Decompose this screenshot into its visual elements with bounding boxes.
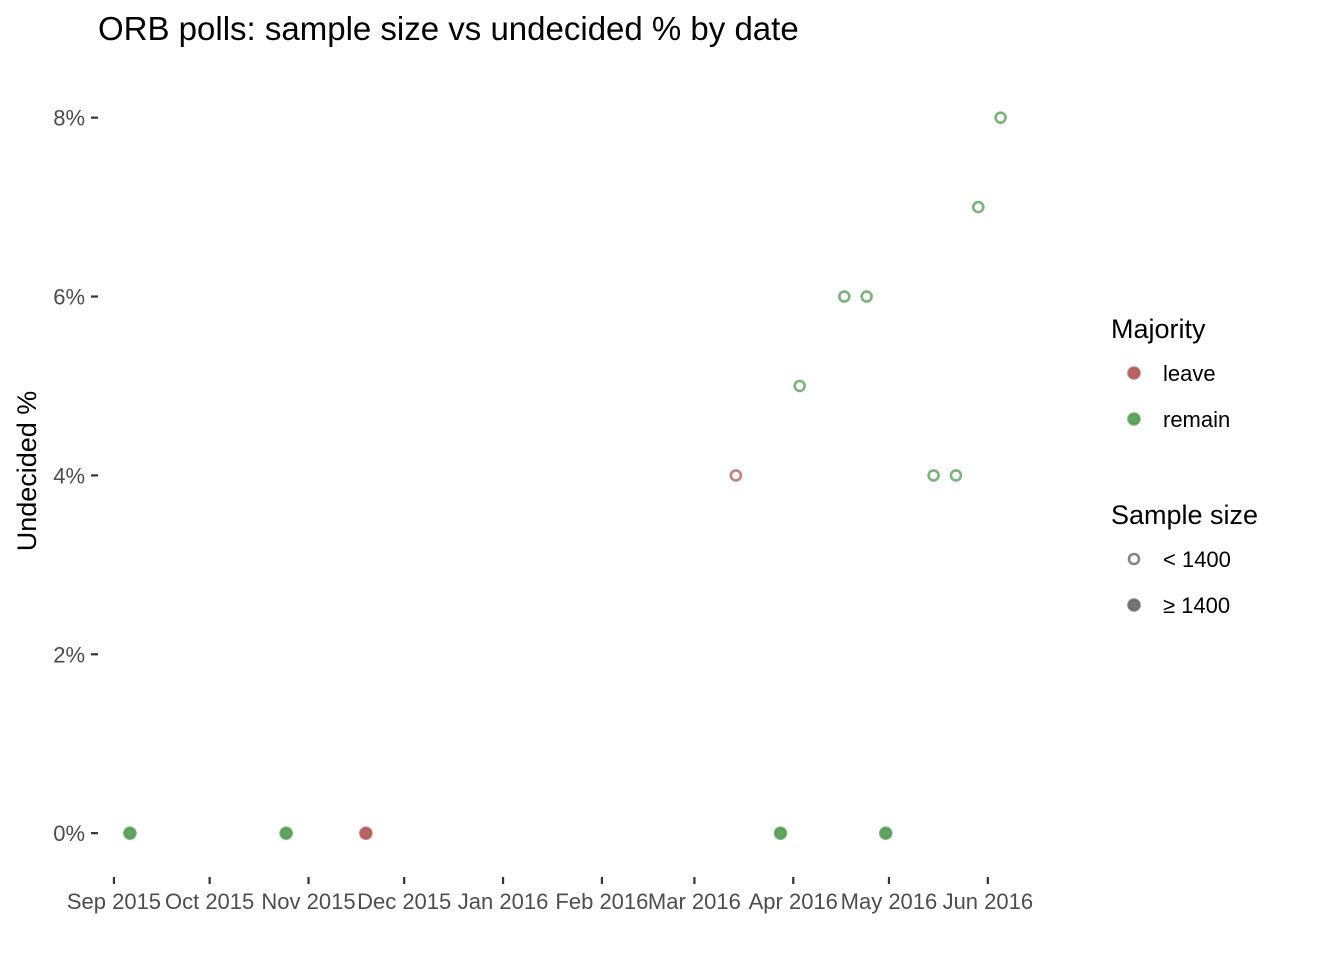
legend-key-remain bbox=[1127, 412, 1141, 426]
x-tick-label: Jun 2016 bbox=[943, 889, 1034, 914]
data-point-remain bbox=[860, 290, 873, 303]
y-tick-label: 8% bbox=[53, 106, 85, 131]
legend-majority-title: Majority bbox=[1111, 314, 1206, 344]
data-point-leave bbox=[359, 826, 373, 840]
data-point-remain bbox=[927, 469, 940, 482]
data-point-remain bbox=[279, 826, 293, 840]
data-point-remain bbox=[971, 200, 985, 214]
data-point-remain bbox=[949, 469, 963, 482]
data-point-remain bbox=[123, 826, 137, 840]
legend-items: leave remain < 1400 ≥ 1400 bbox=[1127, 361, 1231, 618]
chart-title: ORB polls: sample size vs undecided % by… bbox=[98, 10, 799, 47]
legend-key-sample-small bbox=[1127, 552, 1141, 566]
legend-label-sample-large: ≥ 1400 bbox=[1163, 593, 1230, 618]
data-point-remain bbox=[793, 379, 806, 393]
x-tick-label: Nov 2015 bbox=[261, 889, 355, 914]
legend: Majority Sample size leave remain < 1400 ≥ … bbox=[1111, 314, 1258, 618]
x-tick-label: Jan 2016 bbox=[458, 889, 549, 914]
x-tick-label: Dec 2015 bbox=[357, 889, 451, 914]
data-point-leave bbox=[729, 469, 743, 482]
x-tick-label: Sep 2015 bbox=[67, 889, 161, 914]
data-point-remain bbox=[838, 290, 851, 303]
x-axis: Sep 2015 Oct 2015 Nov 2015 Dec 2015 Jan 2016… bbox=[67, 877, 1033, 914]
legend-key-sample-large bbox=[1127, 598, 1141, 612]
y-axis: 0% 2% 4% 6% 8% bbox=[53, 106, 98, 846]
y-axis-title: Undecided % bbox=[12, 391, 42, 552]
y-tick-label: 0% bbox=[53, 821, 85, 846]
legend-label-remain: remain bbox=[1163, 407, 1230, 432]
y-tick-label: 6% bbox=[53, 285, 85, 310]
x-tick-label: Mar 2016 bbox=[648, 889, 741, 914]
data-point-remain bbox=[773, 826, 788, 840]
legend-key-leave bbox=[1127, 366, 1141, 380]
legend-sample-size-title: Sample size bbox=[1111, 500, 1258, 530]
y-tick-label: 4% bbox=[53, 463, 85, 488]
x-tick-label: Feb 2016 bbox=[555, 889, 648, 914]
data-point-remain bbox=[878, 826, 893, 840]
x-tick-label: Oct 2015 bbox=[165, 889, 254, 914]
x-tick-label: May 2016 bbox=[841, 889, 938, 914]
x-tick-label: Apr 2016 bbox=[749, 889, 838, 914]
legend-label-leave: leave bbox=[1163, 361, 1216, 386]
data-points bbox=[123, 111, 1007, 840]
y-tick-label: 2% bbox=[53, 642, 85, 667]
data-point-remain bbox=[994, 111, 1007, 124]
legend-label-sample-small: < 1400 bbox=[1163, 547, 1231, 572]
